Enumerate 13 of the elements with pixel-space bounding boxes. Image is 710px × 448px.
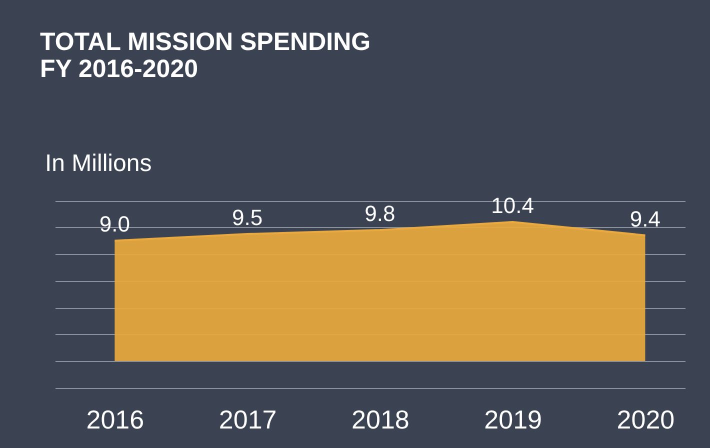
data-label: 9.4 <box>630 206 661 232</box>
data-label: 9.8 <box>364 201 396 226</box>
x-tick-label: 2020 <box>616 404 675 434</box>
data-label: 10.4 <box>491 193 534 218</box>
text: FY 2016-2020 <box>40 55 198 83</box>
y-axis-title: In Millions <box>45 150 152 177</box>
x-tick-label: 2018 <box>352 404 410 434</box>
data-label: 9.5 <box>232 205 263 230</box>
text: TOTAL MISSION SPENDING <box>40 28 371 56</box>
x-tick-label: 2017 <box>218 404 277 434</box>
data-label: 9.0 <box>99 212 130 237</box>
x-tick-label: 2019 <box>484 404 542 434</box>
x-tick-label: 2016 <box>86 404 144 434</box>
